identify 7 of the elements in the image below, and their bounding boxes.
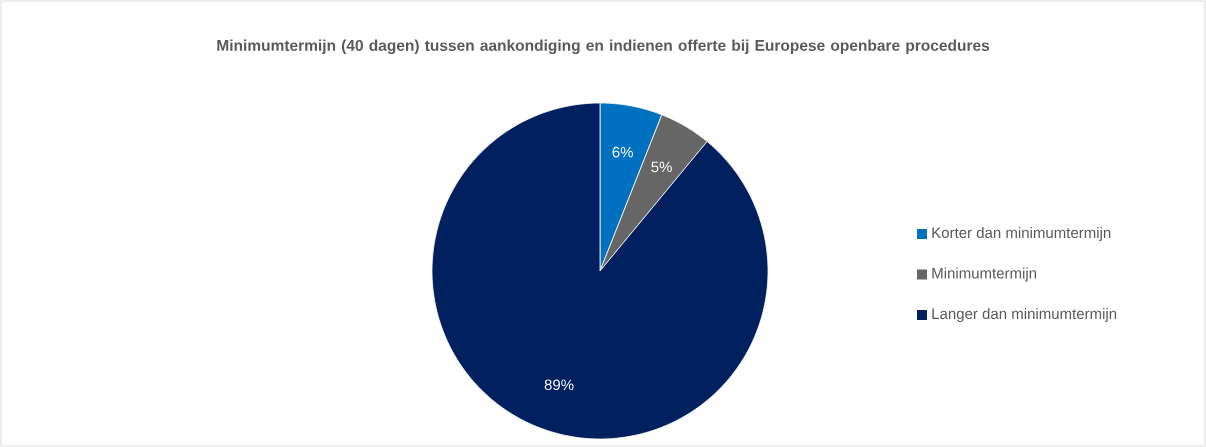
chart-title: Minimumtermijn (40 dagen) tussen aankondiging en indienen offerte bij Europese openbare procedures [217,39,990,55]
legend-label: Minimumtermijn [932,267,1037,282]
legend-label: Langer dan minimumtermijn [932,308,1117,322]
data-label: 5% [651,161,672,173]
data-label: 6% [612,146,633,158]
data-label: 89% [544,379,574,391]
legend-label: Korter dan minimumtermijn [932,227,1111,241]
